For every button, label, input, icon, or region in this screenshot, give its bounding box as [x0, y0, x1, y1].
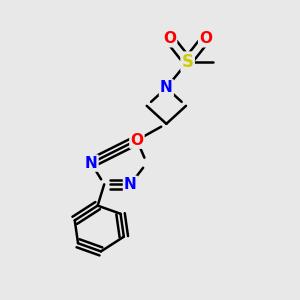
- Text: N: N: [85, 156, 98, 171]
- Text: O: O: [199, 31, 212, 46]
- Text: N: N: [124, 177, 137, 192]
- Text: S: S: [182, 53, 194, 71]
- Text: O: O: [163, 31, 176, 46]
- Text: N: N: [160, 80, 173, 95]
- Text: O: O: [130, 133, 143, 148]
